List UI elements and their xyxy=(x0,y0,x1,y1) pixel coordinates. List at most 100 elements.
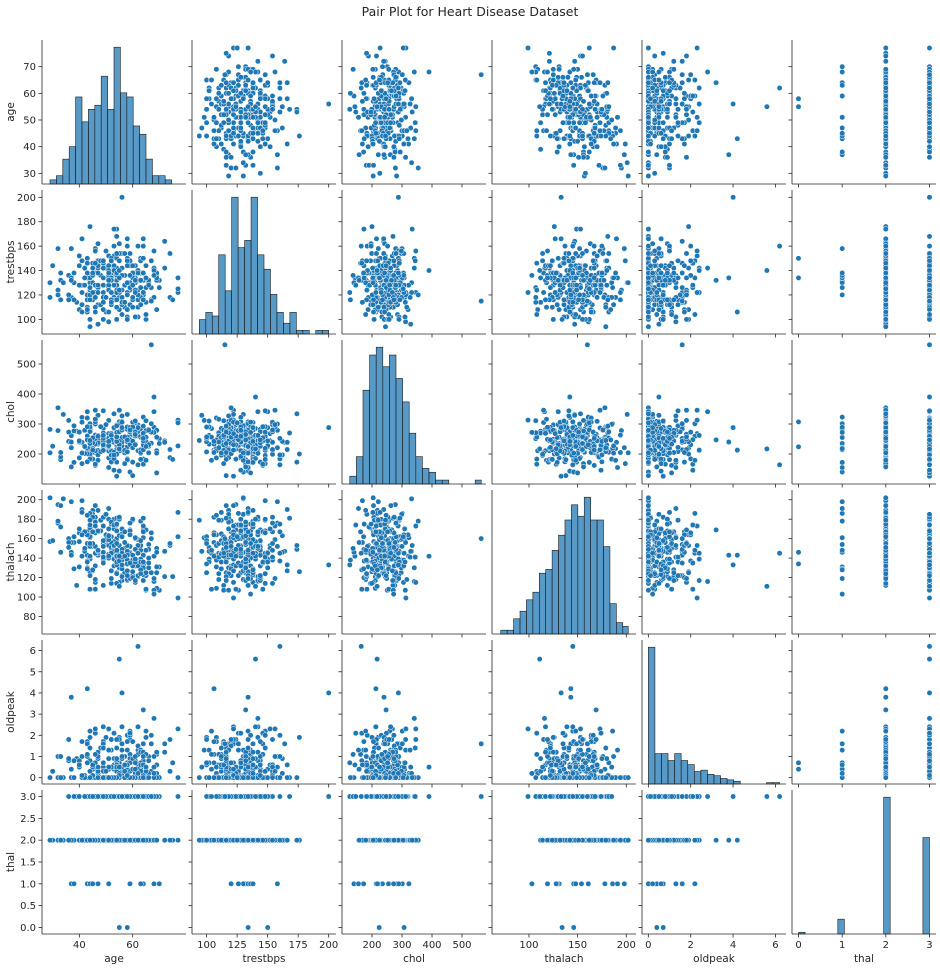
scatter-point xyxy=(294,109,299,114)
scatter-point xyxy=(403,319,408,324)
scatter-point xyxy=(90,265,95,270)
scatter-point xyxy=(927,85,932,90)
scatter-point xyxy=(272,69,277,74)
scatter-point xyxy=(255,409,260,414)
hist-bar xyxy=(363,390,370,484)
scatter-point xyxy=(87,317,92,322)
scatter-point xyxy=(82,275,87,280)
scatter-point xyxy=(101,283,106,288)
scatter-point xyxy=(214,96,219,101)
hist-bar xyxy=(303,330,309,334)
hist-bar xyxy=(283,323,289,334)
scatter-point xyxy=(385,80,390,85)
scatter-point xyxy=(162,239,167,244)
scatter-point xyxy=(403,155,408,160)
scatter-point xyxy=(540,112,545,117)
scatter-point xyxy=(680,59,685,64)
scatter-point xyxy=(618,450,623,455)
scatter-point xyxy=(576,297,581,302)
scatter-point xyxy=(412,136,417,141)
hist-bar xyxy=(56,176,62,184)
scatter-point xyxy=(397,136,402,141)
scatter-point xyxy=(587,286,592,291)
scatter-point xyxy=(413,128,418,133)
scatter-point xyxy=(545,248,550,253)
scatter-point xyxy=(277,452,282,457)
scatter-point xyxy=(253,446,258,451)
scatter-point xyxy=(175,420,180,425)
scatter-point xyxy=(297,451,302,456)
scatter-point xyxy=(927,275,932,280)
scatter-point xyxy=(231,442,236,447)
scatter-point xyxy=(883,99,888,104)
hist-bar xyxy=(442,480,449,484)
scatter-point xyxy=(604,283,609,288)
scatter-point xyxy=(396,317,401,322)
scatter-point xyxy=(371,317,376,322)
scatter-point xyxy=(661,88,666,93)
scatter-point xyxy=(396,270,401,275)
scatter-point xyxy=(646,80,651,85)
scatter-point xyxy=(661,292,666,297)
scatter-point xyxy=(376,152,381,157)
scatter-point xyxy=(69,464,74,469)
scatter-point xyxy=(646,125,651,130)
scatter-point xyxy=(613,125,618,130)
scatter-point xyxy=(410,109,415,114)
scatter-point xyxy=(605,80,610,85)
scatter-point xyxy=(556,144,561,149)
scatter-point xyxy=(529,273,534,278)
scatter-point xyxy=(560,93,565,98)
scatter-point xyxy=(236,133,241,138)
scatter-point xyxy=(216,107,221,112)
scatter-point xyxy=(570,462,575,467)
scatter-point xyxy=(365,144,370,149)
scatter-point xyxy=(669,128,674,133)
scatter-point xyxy=(216,91,221,96)
scatter-point xyxy=(563,473,568,478)
scatter-point xyxy=(592,99,597,104)
scatter-point xyxy=(361,270,366,275)
scatter-point xyxy=(606,104,611,109)
scatter-point xyxy=(250,136,255,141)
scatter-point xyxy=(690,93,695,98)
hist-bar xyxy=(290,312,296,334)
scatter-point xyxy=(658,99,663,104)
hist-bar xyxy=(95,105,101,184)
scatter-point xyxy=(883,317,888,322)
panel-trestbps-vs-chol xyxy=(339,190,487,338)
scatter-point xyxy=(277,80,282,85)
scatter-point xyxy=(883,450,888,455)
scatter-point xyxy=(143,275,148,280)
scatter-point xyxy=(592,131,597,136)
scatter-point xyxy=(270,427,275,432)
scatter-point xyxy=(840,446,845,451)
scatter-point xyxy=(364,51,369,56)
scatter-point xyxy=(214,120,219,125)
scatter-point xyxy=(109,290,114,295)
scatter-point xyxy=(883,324,888,329)
panel-chol-vs-thal xyxy=(789,340,937,488)
scatter-point xyxy=(688,72,693,77)
scatter-point xyxy=(162,549,167,554)
scatter-point xyxy=(228,96,233,101)
scatter-point xyxy=(883,53,888,58)
scatter-point xyxy=(594,419,599,424)
scatter-point xyxy=(556,278,561,283)
scatter-point xyxy=(570,270,575,275)
scatter-point xyxy=(263,96,268,101)
scatter-point xyxy=(74,583,79,588)
scatter-point xyxy=(654,290,659,295)
scatter-point xyxy=(95,270,100,275)
scatter-point xyxy=(383,256,388,261)
scatter-point xyxy=(209,101,214,106)
scatter-point xyxy=(241,450,246,455)
scatter-point xyxy=(374,236,379,241)
scatter-point xyxy=(245,77,250,82)
scatter-point xyxy=(626,450,631,455)
scatter-point xyxy=(883,265,888,270)
scatter-point xyxy=(883,133,888,138)
scatter-point xyxy=(608,136,613,141)
scatter-point xyxy=(93,309,98,314)
hist-bar xyxy=(389,355,396,484)
